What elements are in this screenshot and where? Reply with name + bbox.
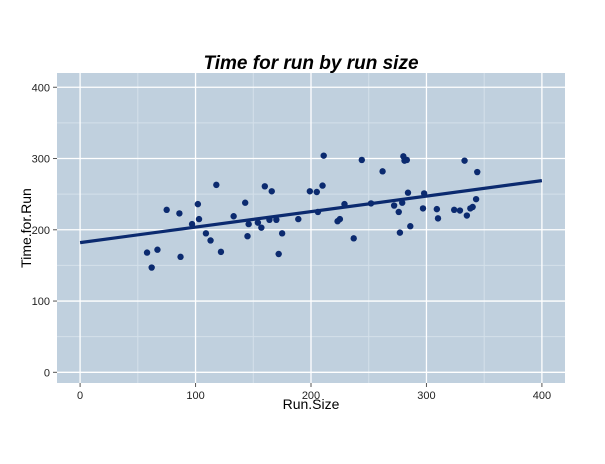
x-tick-label: 200	[302, 390, 320, 402]
data-point	[395, 208, 402, 216]
data-point	[320, 152, 327, 159]
data-point	[306, 188, 314, 195]
y-axis-ticks: 0 100 200 300 400	[32, 82, 57, 379]
data-point	[245, 220, 252, 228]
y-tick-label: 400	[32, 82, 50, 94]
x-axis-label: Run.Size	[283, 396, 340, 412]
x-tick-label: 300	[417, 390, 435, 402]
data-point	[403, 156, 411, 164]
data-point	[266, 216, 273, 224]
data-point	[407, 223, 414, 230]
data-point	[278, 230, 286, 237]
regression-line	[79, 179, 543, 245]
data-point	[341, 200, 348, 208]
data-point	[314, 208, 322, 216]
data-point	[399, 199, 406, 206]
data-point	[456, 207, 464, 214]
data-point	[434, 215, 442, 222]
data-point	[254, 219, 262, 226]
data-point	[268, 188, 275, 195]
data-point	[420, 190, 428, 197]
data-point	[295, 215, 302, 223]
x-tick-label: 0	[77, 390, 83, 402]
data-point	[207, 237, 214, 244]
data-point	[213, 181, 220, 189]
data-point	[244, 232, 251, 240]
data-point	[177, 253, 184, 261]
data-point	[336, 215, 344, 223]
data-point	[195, 215, 203, 223]
y-axis-label: Time.for.Run	[18, 188, 34, 268]
data-point	[474, 168, 481, 176]
x-tick-label: 100	[186, 390, 204, 402]
data-point	[154, 246, 161, 253]
data-point	[433, 205, 441, 213]
data-point	[461, 157, 468, 164]
data-point	[194, 200, 202, 208]
y-tick-label: 300	[32, 154, 50, 166]
data-point	[367, 200, 375, 207]
data-point	[217, 248, 225, 256]
data-point	[463, 212, 471, 219]
data-point	[202, 230, 210, 237]
chart-title: Time for run by run size	[203, 53, 418, 74]
data-point	[230, 213, 237, 220]
data-point	[273, 216, 280, 224]
y-tick-label: 100	[32, 296, 50, 308]
data-points	[143, 152, 481, 271]
data-point	[275, 250, 282, 258]
data-point	[396, 229, 404, 236]
data-point	[261, 183, 269, 190]
data-point	[419, 205, 427, 212]
data-point	[148, 264, 155, 271]
x-axis-ticks: 0 100 200 300 400	[77, 383, 551, 402]
data-point	[404, 189, 412, 196]
data-point	[472, 195, 480, 203]
data-point	[163, 206, 170, 214]
data-point	[313, 188, 320, 196]
data-point	[379, 168, 386, 175]
data-point	[241, 199, 249, 206]
y-tick-label: 200	[32, 225, 50, 237]
y-tick-label: 0	[44, 367, 50, 379]
data-point	[258, 224, 265, 231]
data-point	[390, 202, 398, 209]
x-tick-label: 400	[533, 390, 551, 402]
data-point	[319, 182, 326, 189]
data-point	[358, 156, 365, 164]
data-point	[176, 210, 183, 217]
data-point	[350, 235, 357, 242]
data-point	[469, 203, 476, 211]
data-point	[188, 220, 196, 228]
data-point	[143, 249, 151, 256]
data-point	[450, 206, 458, 214]
